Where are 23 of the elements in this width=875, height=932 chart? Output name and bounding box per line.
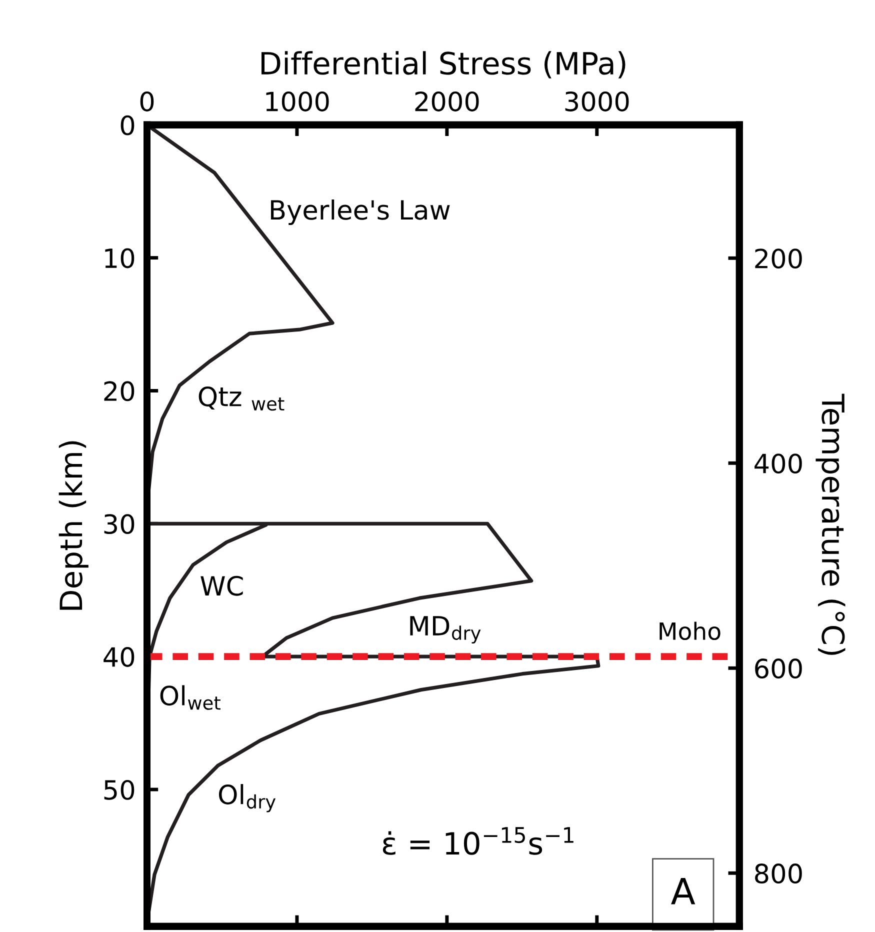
annotation: Byerlee's Law xyxy=(271,199,450,226)
annotation: ε̇ = 10$^{−15}$s$^{−1}$ xyxy=(382,827,574,855)
annotation: MD$_{dry}$ xyxy=(410,616,481,644)
x-axis-title: Differential Stress (MPa) xyxy=(262,51,626,78)
y2-axis-title: Temperature (°C) xyxy=(816,394,846,655)
y2-tick-label: 600 xyxy=(755,658,802,679)
y-tick-label: 0 xyxy=(120,115,134,136)
x-tick-label: 1000 xyxy=(266,91,329,112)
x-tick-label: 0 xyxy=(140,91,154,112)
y2-tick-label: 800 xyxy=(755,864,802,884)
annotation: A xyxy=(671,878,696,904)
annotation: Qtz $_{wet}$ xyxy=(198,386,284,411)
y-tick-label: 30 xyxy=(104,514,134,534)
y2-tick-label: 400 xyxy=(754,454,802,474)
y-tick-label: 10 xyxy=(105,248,134,268)
x-tick-label: 2000 xyxy=(415,91,479,112)
y2-tick-label: 200 xyxy=(755,248,802,269)
ref-line-label: Moho xyxy=(660,622,720,640)
y-tick-label: 40 xyxy=(104,647,134,667)
y-tick-label: 50 xyxy=(104,780,134,800)
x-tick-label: 3000 xyxy=(565,91,629,112)
y-tick-label: 20 xyxy=(104,381,134,402)
y-axis-title: Depth (km) xyxy=(58,441,88,610)
